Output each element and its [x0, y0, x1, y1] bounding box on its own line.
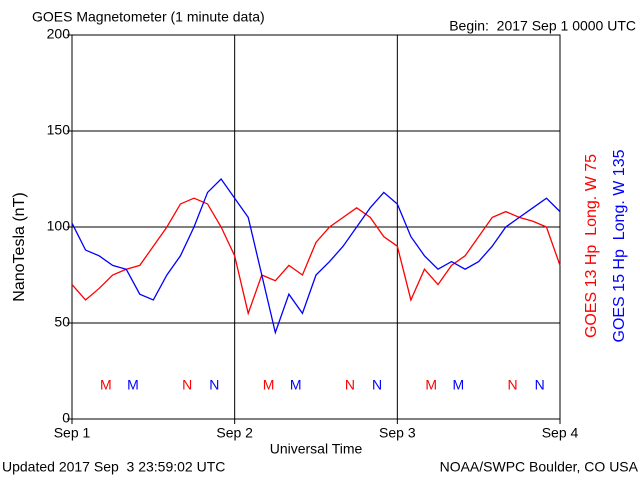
x-axis-label: Universal Time — [270, 441, 363, 457]
legend-entry: GOES 13 Hp Long. W 75 — [583, 154, 600, 338]
x-tick-label: Sep 4 — [542, 425, 579, 441]
x-tick-label: Sep 2 — [216, 425, 253, 441]
footer-left: Updated 2017 Sep 3 23:59:02 UTC — [2, 459, 225, 475]
plot-frame — [71, 34, 561, 420]
annotation: M — [425, 377, 437, 393]
annotation: N — [372, 377, 382, 393]
y-tick-label: 100 — [47, 218, 71, 234]
annotation: N — [345, 377, 355, 393]
footer-right: NOAA/SWPC Boulder, CO USA — [440, 459, 639, 475]
y-tick-label: 50 — [54, 314, 70, 330]
annotation: M — [100, 377, 112, 393]
data-line — [71, 177, 561, 335]
annotation: M — [263, 377, 275, 393]
x-tick-label: Sep 1 — [54, 425, 91, 441]
y-axis-label: NanoTesla (nT) — [11, 192, 28, 301]
chart-subtitle: Begin: 2017 Sep 1 0000 UTC — [449, 18, 636, 34]
legend-entry: GOES 15 Hp Long. W 135 — [611, 149, 628, 342]
annotation: M — [452, 377, 464, 393]
annotation: M — [127, 377, 139, 393]
annotation: M — [290, 377, 302, 393]
y-tick-label: 150 — [47, 122, 71, 138]
y-tick-label: 200 — [47, 26, 71, 42]
y-tick-label: 0 — [62, 410, 70, 426]
chart-title: GOES Magnetometer (1 minute data) — [32, 9, 265, 25]
annotation: N — [182, 377, 192, 393]
x-tick-label: Sep 3 — [379, 425, 416, 441]
annotation: N — [209, 377, 219, 393]
annotation: N — [535, 377, 545, 393]
data-line — [71, 197, 561, 316]
annotation: N — [507, 377, 517, 393]
